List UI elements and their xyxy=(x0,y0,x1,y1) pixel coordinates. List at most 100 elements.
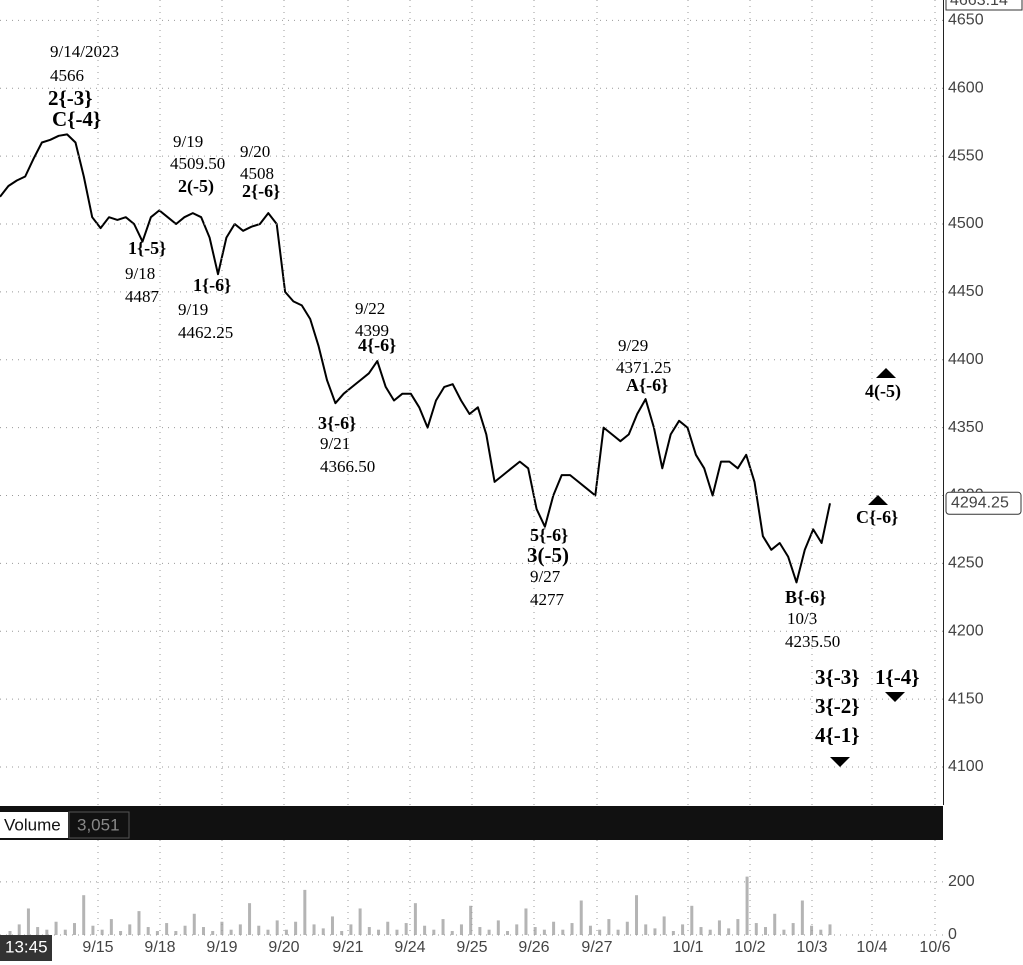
volume-bar xyxy=(671,931,675,935)
volume-bar xyxy=(459,924,463,935)
volume-bar xyxy=(358,908,362,935)
annotation: 9/19 xyxy=(173,132,203,151)
volume-bar xyxy=(63,929,67,935)
annotation: A{-6} xyxy=(626,375,668,395)
volume-bar xyxy=(312,924,316,935)
x-tick-label: 10/6 xyxy=(919,939,950,956)
x-tick-label: 10/3 xyxy=(796,939,827,956)
volume-bar xyxy=(644,924,648,935)
volume-bar xyxy=(745,876,749,935)
annotation: 4(-5) xyxy=(865,381,901,402)
volume-tick-label: 200 xyxy=(948,873,975,890)
annotation: 2{-3} xyxy=(48,86,93,110)
x-tick-label: 10/2 xyxy=(734,939,765,956)
volume-bar xyxy=(800,900,804,935)
annotation: 4366.50 xyxy=(320,457,375,476)
y-tick-label: 4500 xyxy=(948,215,984,232)
volume-bar xyxy=(72,923,76,935)
x-tick-label: 9/21 xyxy=(332,939,363,956)
volume-bar xyxy=(137,911,141,935)
x-tick-label: 9/25 xyxy=(456,939,487,956)
volume-title-box xyxy=(0,812,68,838)
y-tick-label: 4200 xyxy=(948,622,984,639)
y-tick-label: 4250 xyxy=(948,555,984,572)
volume-bar xyxy=(192,913,196,935)
annotation: 1{-4} xyxy=(875,665,920,689)
volume-bar xyxy=(165,923,169,935)
time-label: 13:45 xyxy=(5,937,48,956)
volume-bar xyxy=(109,919,113,935)
volume-bar xyxy=(469,905,473,935)
volume-bar xyxy=(579,900,583,935)
annotation: 3{-3} xyxy=(815,665,860,689)
volume-bar xyxy=(54,921,58,935)
volume-header xyxy=(0,806,943,840)
volume-bar xyxy=(773,913,777,935)
volume-bar xyxy=(413,903,417,935)
volume-bar xyxy=(727,928,731,935)
annotation: 4371.25 xyxy=(616,358,671,377)
volume-bar xyxy=(533,927,537,935)
volume-bar xyxy=(26,908,30,935)
x-tick-label: 9/19 xyxy=(206,939,237,956)
volume-bar xyxy=(100,929,104,935)
volume-bar xyxy=(45,929,49,935)
volume-bar xyxy=(17,924,21,935)
annotation: 4508 xyxy=(240,164,274,183)
y-tick-label: 4150 xyxy=(948,690,984,707)
volume-bar xyxy=(303,889,307,935)
volume-bar xyxy=(828,924,832,935)
x-tick-label: 9/24 xyxy=(394,939,425,956)
x-tick-label: 9/27 xyxy=(581,939,612,956)
x-tick-label: 10/4 xyxy=(856,939,887,956)
x-tick-label: 9/26 xyxy=(518,939,549,956)
volume-bar xyxy=(377,929,381,935)
annotation: 2{-6} xyxy=(242,181,280,201)
volume-bar xyxy=(496,920,500,935)
volume-bar xyxy=(598,929,602,935)
volume-bar xyxy=(321,928,325,935)
annotation: 1{-6} xyxy=(193,275,231,295)
annotation: 9/19 xyxy=(178,300,208,319)
annotation: 2(-5) xyxy=(178,176,214,197)
last-price: 4294.25 xyxy=(951,495,1009,512)
arrow-down xyxy=(830,757,850,767)
y-tick-label: 4550 xyxy=(948,147,984,164)
volume-bar xyxy=(635,895,639,935)
volume-bar xyxy=(515,924,519,935)
annotation: C{-6} xyxy=(856,507,898,527)
last-price-box xyxy=(945,491,1022,515)
volume-bar xyxy=(284,929,288,935)
volume-bar xyxy=(146,927,150,935)
volume-bar xyxy=(91,925,95,935)
volume-bar xyxy=(478,927,482,935)
volume-bar xyxy=(699,927,703,935)
volume-bar xyxy=(662,916,666,935)
annotation: C{-4} xyxy=(52,107,101,131)
annotation: 3{-6} xyxy=(318,413,356,433)
annotation: 9/20 xyxy=(240,142,270,161)
annotation: 9/14/2023 xyxy=(50,42,119,61)
volume-bar xyxy=(690,905,694,935)
top-price-box xyxy=(945,0,1023,11)
volume-bar xyxy=(441,919,445,935)
volume-bar xyxy=(257,925,261,935)
volume-bar xyxy=(367,927,371,935)
arrow-up xyxy=(876,368,896,378)
x-tick-label: 10/1 xyxy=(672,939,703,956)
volume-bar xyxy=(764,927,768,935)
annotation: 9/21 xyxy=(320,434,350,453)
volume-bar xyxy=(736,919,740,935)
annotation: 4{-1} xyxy=(815,723,860,747)
volume-bar xyxy=(450,931,454,935)
volume-bar xyxy=(128,924,132,935)
volume-bar xyxy=(238,924,242,935)
volume-bar xyxy=(708,929,712,935)
volume-bar xyxy=(570,923,574,935)
x-tick-label: 9/15 xyxy=(82,939,113,956)
volume-bar xyxy=(616,929,620,935)
price-line xyxy=(0,133,831,584)
volume-bar xyxy=(423,925,427,935)
